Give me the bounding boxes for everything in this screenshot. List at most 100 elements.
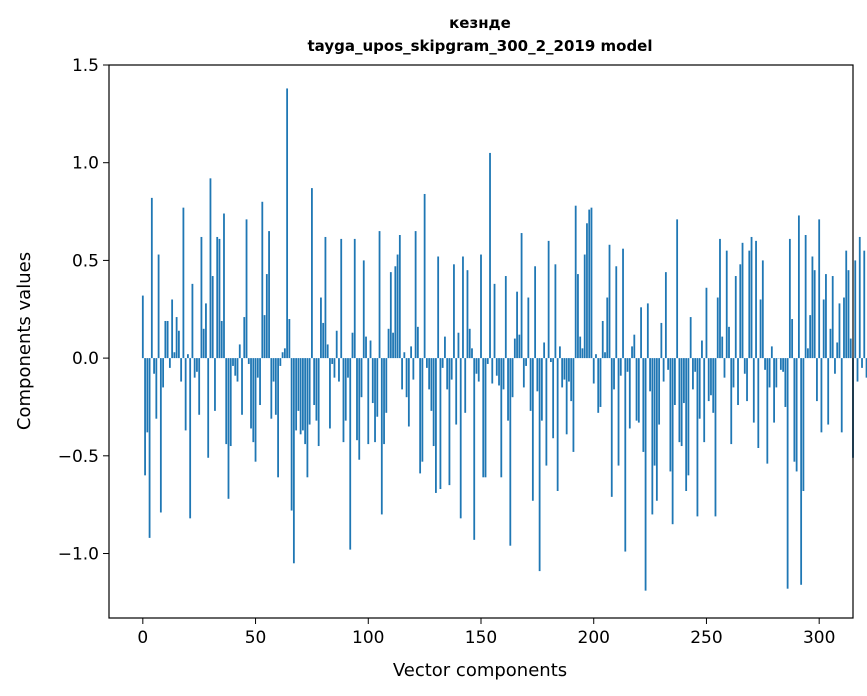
bar [171,299,174,359]
bar [662,358,665,382]
bar [721,336,724,359]
bar [707,358,710,402]
bar [182,207,185,359]
bar [335,330,338,359]
y-tick-label: 0.0 [72,349,99,369]
x-tick-label: 300 [803,628,835,648]
bar [788,238,791,359]
bar [619,358,622,376]
bar [498,358,500,386]
bar [401,358,403,390]
bar [475,358,478,374]
bar [637,358,640,423]
bar [453,264,455,359]
bar [680,358,683,447]
bar [333,358,336,378]
bar [320,297,322,359]
bar [245,219,248,359]
bar [863,250,866,359]
bar [743,358,746,374]
bar [500,358,503,478]
bar [324,236,327,359]
bar [283,348,286,359]
bar [827,358,830,425]
bar [193,358,196,378]
bar [209,178,212,359]
bar [297,358,300,411]
bar [227,358,230,499]
bar [301,358,304,431]
bar [168,358,171,368]
bar [671,358,674,525]
bar [177,330,180,359]
bar [435,358,437,493]
bar [403,352,406,359]
bar [847,270,850,359]
bar [642,358,645,452]
bar [572,358,575,452]
bar [155,358,158,419]
bar [502,358,505,390]
bar [520,233,523,359]
bar [480,254,482,359]
bar [484,358,487,478]
bar [628,358,631,429]
bar [843,297,845,359]
bar [329,358,331,429]
chart-subtitle: tayga_upos_skipgram_300_2_2019 model [308,37,653,55]
bar [362,260,365,359]
bar [858,236,861,359]
bar [825,274,827,359]
bar [646,303,649,359]
bar [829,328,832,359]
bar [281,352,284,359]
chart-title: кезнде [449,14,511,32]
bar [425,358,428,368]
bar [540,358,543,421]
bar [784,358,787,407]
bar [385,358,388,413]
bar [414,231,417,359]
bar [491,358,494,384]
bar [338,358,340,382]
bar [574,205,577,359]
bar [376,358,379,417]
bar [770,346,773,359]
bar [290,358,293,511]
bar [432,358,435,447]
bar [728,326,730,359]
bar [349,358,352,550]
bar [660,322,663,359]
bar [856,358,859,382]
bar [207,358,210,458]
bar [159,358,162,513]
bar [243,317,246,359]
bar [437,256,440,359]
bar [651,358,654,515]
bar [802,358,805,491]
bar [268,231,270,359]
bar [676,219,679,359]
bar [250,358,252,429]
bar [597,358,600,413]
bar [667,358,670,370]
bar [516,291,518,359]
bar [180,358,183,382]
bar [511,358,514,398]
y-axis-ticks: −1.0 −0.5 0.0 0.5 1.0 1.5 [58,56,109,565]
bar [822,299,825,359]
bar [592,358,595,384]
bar [834,358,836,374]
bar [304,358,307,445]
bar [797,215,800,359]
bar [604,352,606,359]
bar [507,358,509,421]
bar [462,256,464,359]
bar [613,358,615,390]
bar [608,244,611,359]
bar [538,358,541,572]
bar [588,209,591,359]
bar [687,358,690,476]
bar [326,344,329,359]
bar [428,358,431,390]
